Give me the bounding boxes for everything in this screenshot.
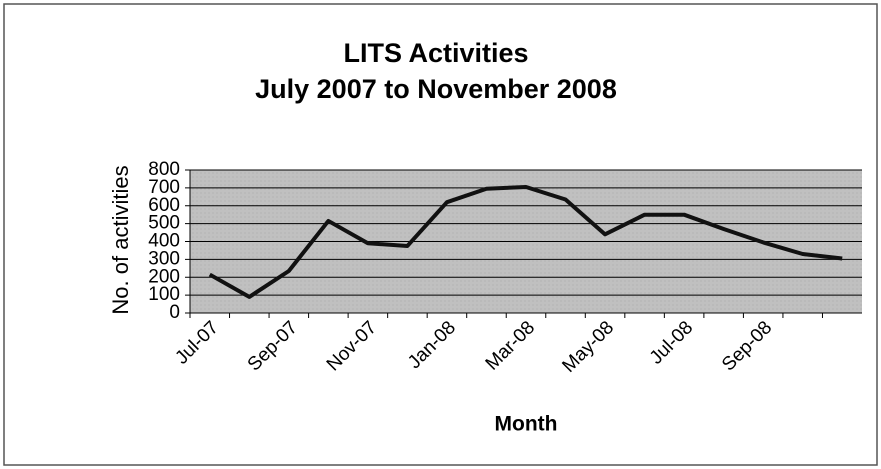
chart-subtitle: July 2007 to November 2008 xyxy=(255,74,617,104)
y-tick-label: 0 xyxy=(169,302,180,323)
data-line xyxy=(208,184,843,299)
y-axis-label: No. of activities xyxy=(108,165,133,314)
y-tick-label: 100 xyxy=(148,284,180,305)
y-tick-label: 500 xyxy=(148,213,180,234)
y-tick-label: 700 xyxy=(148,177,180,198)
y-tick-label: 400 xyxy=(148,231,180,252)
y-tick-label: 800 xyxy=(148,159,180,180)
y-tick-label: 200 xyxy=(148,266,180,287)
x-axis-label: Month xyxy=(495,413,558,436)
chart-title: LITS Activities xyxy=(343,38,528,68)
y-tick-label: 600 xyxy=(148,195,180,216)
y-tick-label: 300 xyxy=(148,248,180,269)
